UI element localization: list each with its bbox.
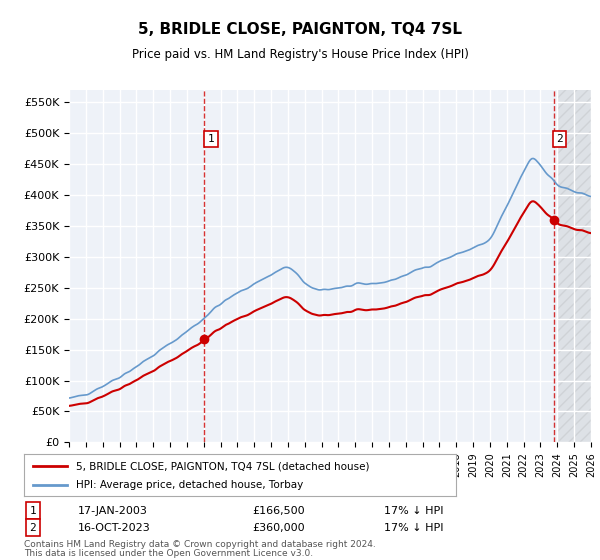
Text: 5, BRIDLE CLOSE, PAIGNTON, TQ4 7SL: 5, BRIDLE CLOSE, PAIGNTON, TQ4 7SL (138, 22, 462, 38)
Text: £166,500: £166,500 (252, 506, 305, 516)
Text: Contains HM Land Registry data © Crown copyright and database right 2024.: Contains HM Land Registry data © Crown c… (24, 540, 376, 549)
Text: 1: 1 (29, 506, 37, 516)
Text: 17% ↓ HPI: 17% ↓ HPI (384, 522, 443, 533)
Text: 5, BRIDLE CLOSE, PAIGNTON, TQ4 7SL (detached house): 5, BRIDLE CLOSE, PAIGNTON, TQ4 7SL (deta… (76, 461, 370, 471)
Text: Price paid vs. HM Land Registry's House Price Index (HPI): Price paid vs. HM Land Registry's House … (131, 48, 469, 60)
Text: 17-JAN-2003: 17-JAN-2003 (78, 506, 148, 516)
Bar (557, 90, 591, 442)
Text: £360,000: £360,000 (252, 522, 305, 533)
Text: 16-OCT-2023: 16-OCT-2023 (78, 522, 151, 533)
Text: This data is licensed under the Open Government Licence v3.0.: This data is licensed under the Open Gov… (24, 549, 313, 558)
Text: 17% ↓ HPI: 17% ↓ HPI (384, 506, 443, 516)
Text: 1: 1 (208, 134, 215, 144)
Text: 2: 2 (556, 134, 563, 144)
Text: HPI: Average price, detached house, Torbay: HPI: Average price, detached house, Torb… (76, 480, 303, 490)
Text: 2: 2 (29, 522, 37, 533)
